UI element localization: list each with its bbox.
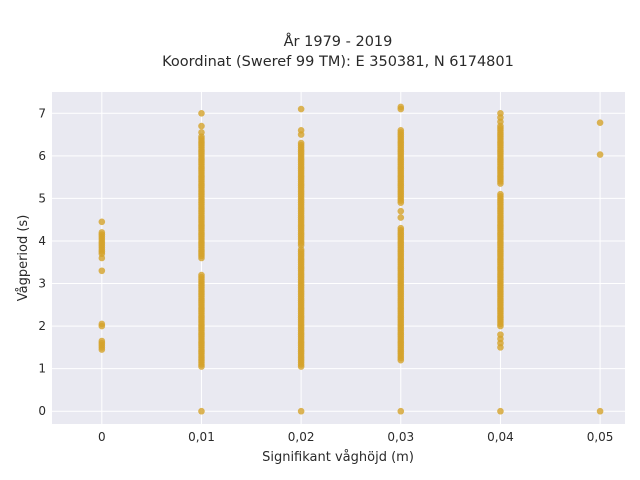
chart-title-line2: Koordinat (Sweref 99 TM): E 350381, N 61… xyxy=(162,54,514,70)
x-tick-label: 0 xyxy=(98,430,106,444)
data-point xyxy=(397,214,405,221)
data-point xyxy=(98,346,106,353)
data-point xyxy=(397,207,405,215)
data-point xyxy=(98,218,106,226)
y-tick-label: 6 xyxy=(38,149,46,163)
y-tick-label: 0 xyxy=(38,404,46,418)
data-point xyxy=(297,139,305,147)
grid-lines xyxy=(52,92,625,424)
plot-area xyxy=(52,92,625,424)
data-point xyxy=(596,407,604,415)
y-tick-label: 2 xyxy=(38,319,46,333)
chart-title-line1: År 1979 - 2019 xyxy=(284,33,393,50)
y-tick-label: 7 xyxy=(38,106,46,120)
x-tick-label: 0,03 xyxy=(387,430,414,444)
data-point xyxy=(397,224,405,232)
data-point xyxy=(98,267,106,275)
data-point xyxy=(198,407,205,415)
data-point xyxy=(198,133,205,140)
y-tick-label: 4 xyxy=(38,234,46,248)
data-point xyxy=(497,344,504,351)
data-point xyxy=(297,131,305,138)
y-tick-label: 3 xyxy=(38,277,46,291)
data-point xyxy=(497,190,504,198)
data-point xyxy=(198,109,205,117)
data-point xyxy=(397,407,405,415)
y-tick-labels: 0 1 2 3 4 5 6 7 xyxy=(38,106,46,418)
data-point xyxy=(297,407,305,415)
x-tick-label: 0,05 xyxy=(587,430,614,444)
data-point xyxy=(297,105,305,113)
y-tick-label: 1 xyxy=(38,362,46,376)
data-point xyxy=(397,105,405,113)
x-tick-label: 0,01 xyxy=(188,430,215,444)
x-tick-label: 0,02 xyxy=(288,430,315,444)
data-point xyxy=(596,119,604,126)
data-point xyxy=(497,407,504,415)
data-point xyxy=(596,151,604,158)
data-point xyxy=(98,322,106,330)
y-axis-label: Vågperiod (s) xyxy=(16,215,31,302)
data-points xyxy=(98,103,604,415)
x-tick-label: 0,04 xyxy=(487,430,514,444)
x-tick-labels: 0 0,01 0,02 0,03 0,04 0,05 xyxy=(98,430,613,444)
data-point xyxy=(198,122,205,130)
data-point xyxy=(497,122,504,130)
x-axis-label: Signifikant våghöjd (m) xyxy=(262,450,414,465)
y-tick-label: 5 xyxy=(38,191,46,205)
data-point xyxy=(198,271,205,279)
data-point xyxy=(98,254,106,262)
data-point xyxy=(397,127,405,134)
